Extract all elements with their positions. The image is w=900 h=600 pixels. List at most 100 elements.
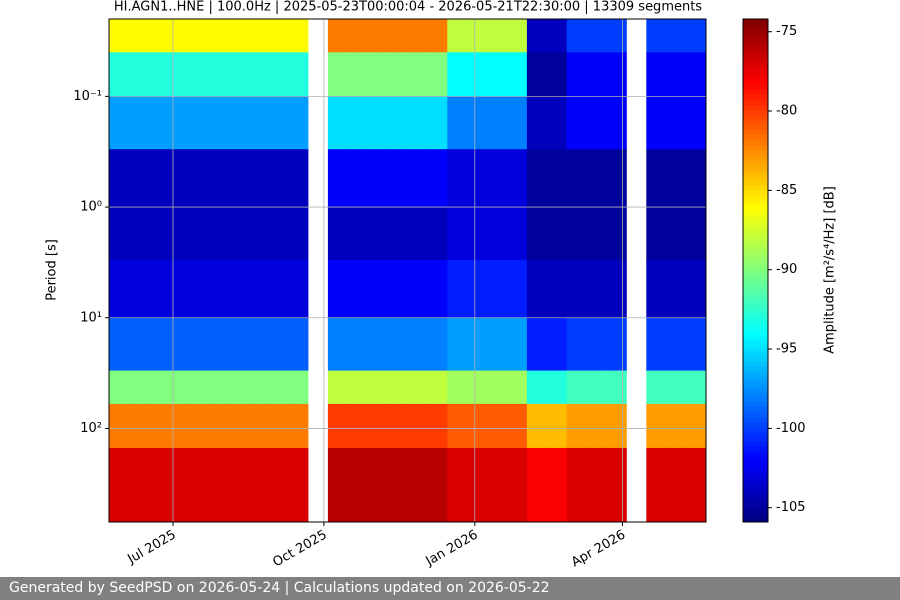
heatmap-cell (546, 149, 568, 208)
colorbar-segment (743, 280, 768, 287)
heatmap-cell (447, 447, 468, 523)
heatmap-cell (546, 96, 568, 150)
heatmap-cell (128, 317, 150, 371)
colorbar-segment (743, 19, 768, 25)
heatmap-cell (447, 149, 468, 208)
colorbar-segment (743, 245, 768, 251)
colorbar-segment (743, 44, 768, 50)
heatmap-cell (526, 447, 548, 523)
heatmap-cell (646, 447, 667, 523)
heatmap-cell (666, 19, 687, 53)
heatmap-cell (128, 149, 150, 208)
heatmap-cell (487, 149, 508, 208)
colorbar-segment (743, 396, 768, 402)
colorbar-segment (743, 496, 768, 503)
y-tick-label: 10² (80, 421, 102, 436)
heatmap-cell (447, 259, 468, 319)
colorbar-segment (743, 94, 768, 100)
heatmap-cell (109, 403, 130, 449)
heatmap-cell (208, 52, 229, 97)
heatmap-cell (228, 370, 249, 405)
heatmap-cell (427, 447, 448, 523)
colorbar-segment (743, 330, 768, 337)
heatmap-cell (248, 403, 269, 449)
heatmap-cell (686, 149, 707, 208)
colorbar-segment (743, 74, 768, 80)
heatmap-cell (526, 370, 548, 405)
heatmap-cell (347, 19, 369, 53)
heatmap-cell (327, 317, 349, 371)
heatmap-cell (646, 149, 667, 208)
heatmap-cell (566, 52, 587, 97)
colorbar-segment (743, 290, 768, 297)
heatmap-cell (467, 149, 488, 208)
colorbar-segment (743, 466, 768, 473)
heatmap-cell (367, 52, 388, 97)
colorbar-segment (743, 335, 768, 342)
heatmap-cell (507, 149, 528, 208)
heatmap-cell (606, 52, 627, 97)
heatmap-cell (367, 207, 388, 261)
heatmap-cell (586, 19, 607, 53)
heatmap-cell (666, 370, 687, 405)
colorbar-segment (743, 29, 768, 35)
heatmap-cell (109, 447, 130, 523)
heatmap-cell (148, 370, 170, 405)
heatmap-cell (148, 96, 170, 150)
heatmap-cell (387, 96, 408, 150)
heatmap-cell (646, 259, 667, 319)
heatmap-cell (427, 52, 448, 97)
heatmap-cell (148, 403, 170, 449)
colorbar-segment (743, 114, 768, 121)
heatmap-cell (447, 19, 468, 53)
heatmap-cell (268, 259, 289, 319)
colorbar-segment (743, 406, 768, 412)
heatmap-cell (367, 370, 388, 405)
heatmap-cell (109, 207, 130, 261)
heatmap-cell (666, 207, 687, 261)
heatmap-cell (507, 96, 528, 150)
heatmap-cell (487, 259, 508, 319)
colorbar-segment (743, 441, 768, 448)
heatmap-cell (606, 447, 627, 523)
heatmap-cell (168, 403, 189, 449)
heatmap-cell (666, 403, 687, 449)
colorbar-segment (743, 104, 768, 111)
heatmap-cell (586, 259, 607, 319)
colorbar-segment (743, 350, 768, 357)
colorbar-segment (743, 416, 768, 422)
heatmap-cell (407, 207, 428, 261)
heatmap-cell (507, 447, 528, 523)
colorbar-segment (743, 64, 768, 70)
colorbar-segment (743, 210, 768, 216)
heatmap-cell (347, 259, 369, 319)
heatmap-cell (188, 403, 209, 449)
colorbar-segment (743, 371, 768, 377)
colorbar-segment (743, 195, 768, 201)
heatmap-cell (606, 96, 627, 150)
heatmap-cell (387, 207, 408, 261)
heatmap-cell (109, 19, 130, 53)
heatmap-cell (646, 207, 667, 261)
heatmap-cell (228, 259, 249, 319)
heatmap-cell (208, 447, 229, 523)
heatmap-cell (526, 52, 548, 97)
heatmap-cell (168, 317, 189, 371)
heatmap-cell (586, 370, 607, 405)
heatmap-cell (128, 96, 150, 150)
heatmap-cell (228, 149, 249, 208)
x-tick-label: Jul 2025 (125, 528, 179, 568)
heatmap-cell (268, 447, 289, 523)
colorbar-label: Amplitude [m²/s⁴/Hz] [dB] (823, 186, 838, 354)
heatmap-cell (148, 52, 170, 97)
colorbar-segment (743, 421, 768, 427)
heatmap-cell (208, 149, 229, 208)
heatmap-cell (407, 403, 428, 449)
heatmap-cell (666, 259, 687, 319)
heatmap-cell (268, 19, 289, 53)
heatmap-cell (646, 52, 667, 97)
colorbar-segment (743, 34, 768, 40)
heatmap-cell (228, 207, 249, 261)
heatmap-cell (526, 149, 548, 208)
